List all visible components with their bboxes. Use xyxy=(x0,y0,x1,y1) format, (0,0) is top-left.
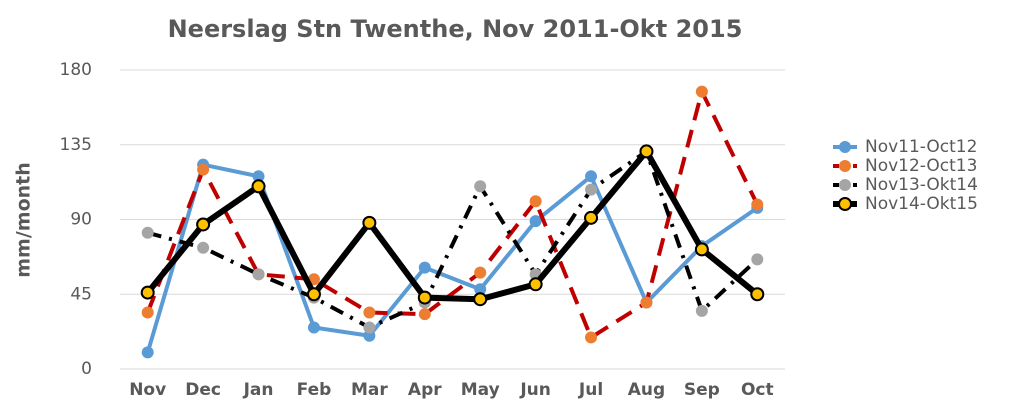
data-point xyxy=(417,290,432,305)
data-point xyxy=(695,85,708,98)
data-point xyxy=(363,329,376,342)
data-point xyxy=(251,179,266,194)
x-tick-label: Jul xyxy=(578,380,603,400)
data-point xyxy=(141,306,154,319)
x-tick-label: Oct xyxy=(741,380,774,400)
legend-label: Nov12-Oct13 xyxy=(865,156,977,176)
data-point xyxy=(529,215,542,228)
data-point xyxy=(141,226,154,239)
y-axis-label: mm/month xyxy=(13,162,35,278)
data-point xyxy=(473,292,488,307)
data-point xyxy=(695,304,708,317)
series-line xyxy=(145,162,759,353)
series-line xyxy=(145,148,760,303)
data-point xyxy=(585,183,598,196)
y-tick-label: 135 xyxy=(60,135,92,155)
data-point xyxy=(474,266,487,279)
y-tick-label: 90 xyxy=(70,210,92,230)
data-point xyxy=(252,268,265,281)
x-tick-label: Jun xyxy=(519,380,551,400)
data-point xyxy=(307,321,320,334)
data-point xyxy=(639,144,654,159)
data-point xyxy=(528,277,543,292)
data-point xyxy=(418,308,431,321)
legend-marker xyxy=(839,160,851,172)
data-point xyxy=(750,287,765,302)
data-point xyxy=(362,215,377,230)
legend-label: Nov14-Okt15 xyxy=(865,194,978,214)
data-point xyxy=(585,331,598,344)
x-tick-label: Jan xyxy=(243,380,274,400)
data-point xyxy=(640,296,653,309)
y-tick-label: 0 xyxy=(81,359,92,379)
y-tick-label: 45 xyxy=(70,284,92,304)
data-point xyxy=(196,217,211,232)
data-point xyxy=(529,195,542,208)
x-tick-label: Aug xyxy=(628,380,665,400)
data-point xyxy=(418,261,431,274)
x-tick-label: Sep xyxy=(684,380,720,400)
data-point xyxy=(140,285,155,300)
x-tick-label: Dec xyxy=(185,380,221,400)
data-point xyxy=(197,163,210,176)
data-point xyxy=(197,241,210,254)
data-point xyxy=(474,283,487,296)
x-tick-label: Apr xyxy=(408,380,442,400)
data-point xyxy=(694,242,709,257)
data-point xyxy=(363,306,376,319)
data-point xyxy=(363,321,376,334)
data-point xyxy=(141,346,154,359)
legend-marker xyxy=(839,179,851,191)
data-point xyxy=(751,198,764,211)
legend-marker xyxy=(838,197,852,211)
x-tick-label: May xyxy=(461,380,500,400)
data-point xyxy=(474,180,487,193)
chart-title: Neerslag Stn Twenthe, Nov 2011-Okt 2015 xyxy=(168,15,743,43)
series-line xyxy=(145,89,760,340)
series-line xyxy=(147,149,759,330)
y-tick-label: 180 xyxy=(60,60,92,80)
data-point xyxy=(584,210,599,225)
legend-label: Nov11-Oct12 xyxy=(865,137,977,157)
data-point xyxy=(751,253,764,266)
legend-marker xyxy=(839,141,851,153)
legend-label: Nov13-Okt14 xyxy=(865,175,978,195)
x-tick-label: Feb xyxy=(297,380,332,400)
data-point xyxy=(252,170,265,183)
data-point xyxy=(585,170,598,183)
data-point xyxy=(306,287,321,302)
x-tick-label: Nov xyxy=(129,380,166,400)
x-tick-label: Mar xyxy=(351,380,388,400)
